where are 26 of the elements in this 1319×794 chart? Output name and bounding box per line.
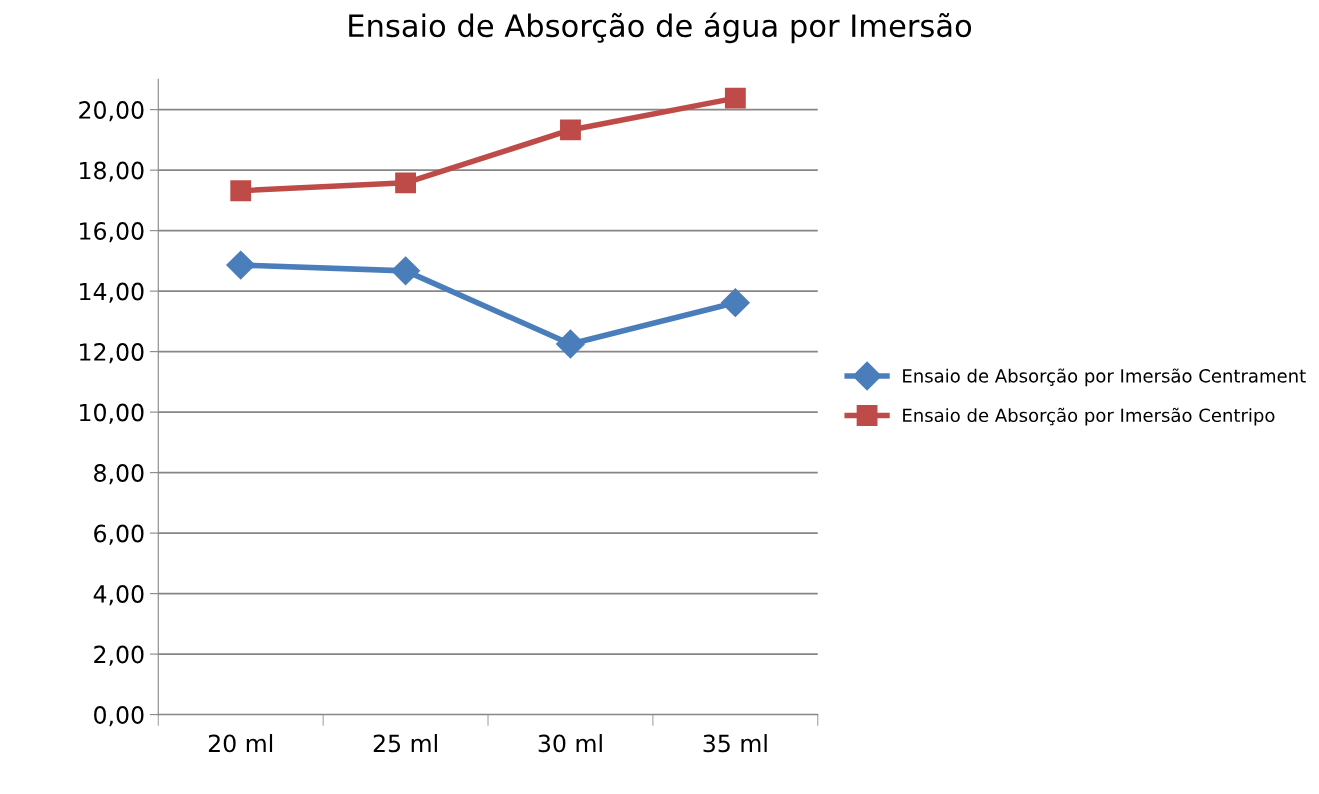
x-tick-label: 20 ml xyxy=(208,734,273,753)
point xyxy=(556,329,585,359)
y-tick-label: 8,00 xyxy=(94,464,144,485)
y-tick-label: 10,00 xyxy=(80,403,144,424)
y-tick-label: 2,00 xyxy=(94,645,144,666)
point xyxy=(720,288,750,318)
x-tick-label: 30 ml xyxy=(538,734,602,753)
y-tick-label: 20,00 xyxy=(79,101,144,122)
y-tick-label: 0,00 xyxy=(94,706,144,727)
point xyxy=(391,256,421,286)
y-tick-label: 6,00 xyxy=(94,524,144,545)
point xyxy=(724,87,746,109)
y-tick-label: 14,00 xyxy=(80,282,144,303)
point xyxy=(395,172,417,194)
y-tick-label: 4,00 xyxy=(93,585,144,606)
point xyxy=(226,250,256,280)
point xyxy=(230,180,252,202)
x-tick-label: 35 ml xyxy=(703,734,767,753)
y-tick-label: 18,00 xyxy=(80,161,144,182)
point xyxy=(560,119,581,141)
y-tick-label: 16,00 xyxy=(80,222,144,243)
x-tick-label: 25 ml xyxy=(373,734,437,753)
legend-label: Ensaio de Absorção por Imersão Centrament xyxy=(903,368,1306,387)
y-tick-label: 12,00 xyxy=(80,343,144,364)
legend-label: Ensaio de Absorção por Imersão Centripo xyxy=(903,407,1275,426)
chart-title: Ensaio de Absorção de água por Imersão xyxy=(349,12,972,44)
